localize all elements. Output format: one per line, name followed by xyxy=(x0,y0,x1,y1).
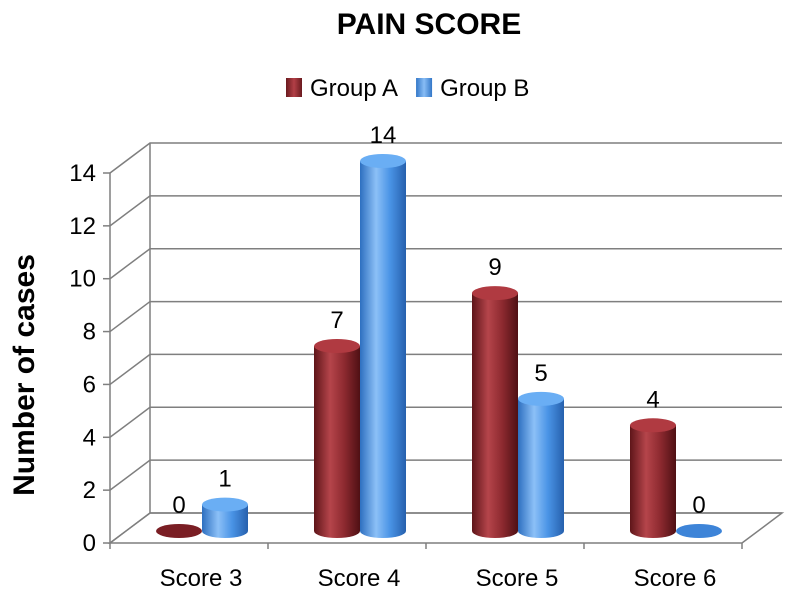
legend-label: Group B xyxy=(440,75,529,102)
bar xyxy=(314,339,360,538)
bar-body xyxy=(472,293,518,538)
category-label: Score 4 xyxy=(318,565,401,592)
value-labels: 0 1 7 14 9 5 4 0 xyxy=(172,122,705,519)
bar-top xyxy=(518,391,564,406)
bar-top xyxy=(202,497,248,512)
legend-item: Group B xyxy=(416,75,529,102)
gridline xyxy=(109,353,782,386)
chart-title: PAIN SCORE xyxy=(337,8,521,41)
gridline xyxy=(109,406,782,438)
bar xyxy=(518,391,564,538)
legend: Group A Group B xyxy=(286,75,529,102)
category-label: Score 5 xyxy=(476,565,559,592)
y-tick-label: 14 xyxy=(69,160,96,187)
bar-top xyxy=(676,524,722,538)
bar-top xyxy=(314,339,360,353)
data-label: 9 xyxy=(488,254,501,281)
bar xyxy=(630,418,676,538)
bar-top xyxy=(472,286,518,301)
gridline xyxy=(109,195,782,227)
y-axis-title: Number of cases xyxy=(8,254,41,496)
legend-item: Group A xyxy=(286,75,398,102)
category-labels: Score 3 Score 4 Score 5 Score 6 xyxy=(160,565,717,592)
bar-body xyxy=(314,346,360,538)
gridline xyxy=(109,300,782,333)
bar-body xyxy=(360,161,406,538)
y-tick-label: 0 xyxy=(83,530,96,557)
data-label: 14 xyxy=(370,122,397,149)
y-tick-label: 12 xyxy=(69,213,96,240)
bar xyxy=(676,524,722,538)
gridline xyxy=(109,459,782,491)
category-label: Score 3 xyxy=(160,565,243,592)
bar-top xyxy=(360,154,406,168)
bar-body xyxy=(518,398,564,538)
y-tick-label: 8 xyxy=(83,319,96,346)
legend-swatch xyxy=(286,78,302,97)
bar-top xyxy=(156,524,202,538)
data-label: 5 xyxy=(534,360,547,387)
y-tick-label: 2 xyxy=(83,477,96,504)
bar xyxy=(202,497,248,538)
y-tick-label: 4 xyxy=(83,424,96,451)
data-label: 0 xyxy=(172,492,185,519)
legend-swatch xyxy=(416,78,433,97)
data-label: 0 xyxy=(692,492,705,519)
bar xyxy=(472,286,518,538)
legend-label: Group A xyxy=(310,75,398,102)
bar-body xyxy=(630,425,676,538)
gridline xyxy=(109,247,782,280)
bar-top xyxy=(630,418,676,433)
data-label: 7 xyxy=(330,307,343,334)
gridline xyxy=(109,512,782,544)
bars xyxy=(156,154,722,538)
data-label: 1 xyxy=(218,466,231,493)
category-label: Score 6 xyxy=(634,565,717,592)
data-label: 4 xyxy=(646,386,659,413)
bar xyxy=(156,524,202,538)
bar xyxy=(360,154,406,538)
y-tick-label: 10 xyxy=(69,266,96,293)
bar-body xyxy=(202,504,248,538)
gridline xyxy=(109,142,782,174)
y-tick-label: 6 xyxy=(83,371,96,398)
